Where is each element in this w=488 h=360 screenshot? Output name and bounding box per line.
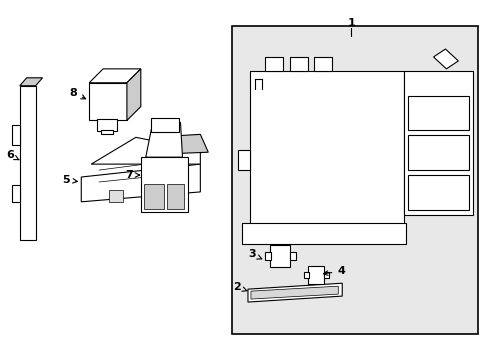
Polygon shape [20,86,36,239]
Bar [407,96,468,130]
Bar [232,26,477,334]
Bar [101,130,113,134]
Ellipse shape [441,54,450,64]
Bar [141,157,188,212]
Bar [264,57,282,71]
Bar [249,71,403,225]
Bar [89,83,127,121]
Text: 8: 8 [69,88,85,99]
Bar [141,188,154,200]
Text: 6: 6 [6,150,19,160]
Polygon shape [150,134,208,154]
Bar [314,57,332,71]
Ellipse shape [308,281,324,288]
Polygon shape [127,69,141,121]
Polygon shape [81,164,200,202]
Bar [143,184,163,209]
Text: 1: 1 [346,18,354,28]
Polygon shape [250,286,338,299]
Bar [264,252,270,260]
Polygon shape [433,49,457,69]
Polygon shape [12,125,20,145]
Text: 2: 2 [233,282,246,292]
Bar [303,272,308,278]
Ellipse shape [307,262,325,270]
Bar [289,252,295,260]
Bar [150,118,178,132]
Bar [407,135,468,170]
Bar [324,272,328,278]
Polygon shape [89,69,141,83]
Bar [166,184,184,209]
Bar [289,57,307,71]
Text: 4: 4 [323,266,345,276]
Polygon shape [247,283,342,302]
Bar [97,120,117,131]
Bar [403,71,472,215]
Bar [307,266,324,284]
Polygon shape [91,137,200,164]
Bar [269,246,289,267]
Bar [242,223,405,244]
Polygon shape [238,150,249,170]
Ellipse shape [269,263,289,272]
Polygon shape [20,78,42,86]
Text: 7: 7 [125,170,139,180]
Bar [407,175,468,210]
Text: 5: 5 [62,175,77,185]
Bar [109,190,122,202]
Ellipse shape [268,240,290,251]
Polygon shape [12,185,20,202]
Text: 3: 3 [247,249,261,260]
Polygon shape [145,122,182,157]
